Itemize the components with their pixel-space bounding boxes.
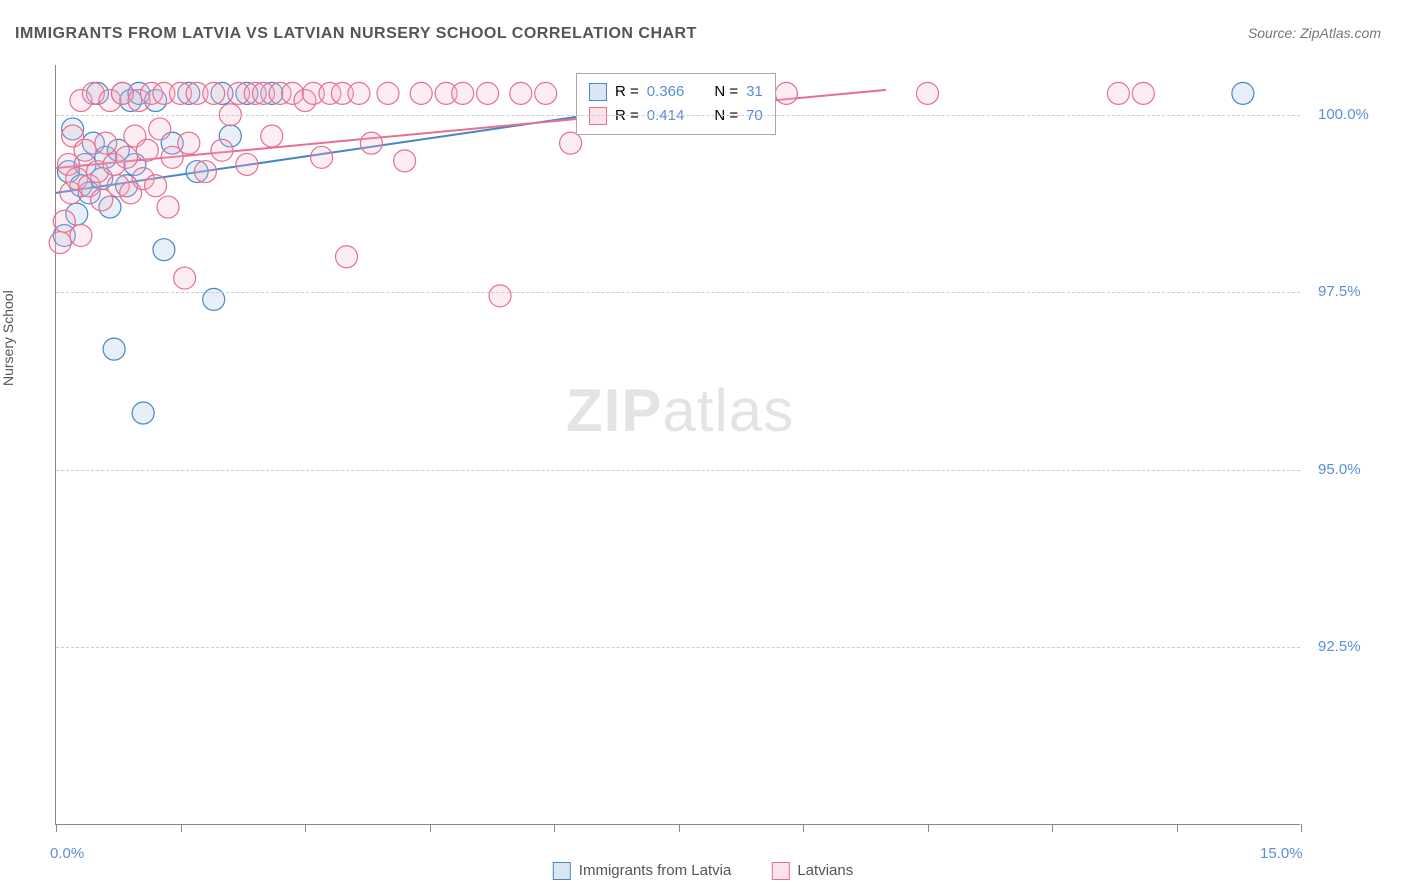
data-point xyxy=(394,150,416,172)
legend-swatch xyxy=(771,862,789,880)
legend-item: Immigrants from Latvia xyxy=(553,862,732,880)
data-point xyxy=(49,232,71,254)
x-tick xyxy=(803,824,804,832)
data-point xyxy=(560,132,582,154)
data-point xyxy=(103,338,125,360)
data-point xyxy=(157,196,179,218)
stat-n-label: N = xyxy=(714,80,738,104)
x-tick xyxy=(1301,824,1302,832)
data-point xyxy=(452,82,474,104)
y-tick-label: 97.5% xyxy=(1318,283,1361,300)
stat-n-value: 70 xyxy=(746,104,763,128)
data-point xyxy=(775,82,797,104)
data-point xyxy=(261,125,283,147)
data-point xyxy=(203,82,225,104)
grid-line xyxy=(56,292,1300,293)
x-tick xyxy=(1052,824,1053,832)
data-point xyxy=(145,175,167,197)
x-tick xyxy=(679,824,680,832)
stat-r-value: 0.414 xyxy=(647,104,685,128)
data-point xyxy=(336,246,358,268)
data-point xyxy=(74,139,96,161)
grid-line xyxy=(56,115,1300,116)
source-label: Source: ZipAtlas.com xyxy=(1248,25,1381,41)
y-axis-label: Nursery School xyxy=(0,290,16,386)
legend-swatch xyxy=(589,83,607,101)
data-point xyxy=(194,161,216,183)
data-point xyxy=(149,118,171,140)
legend-swatch xyxy=(553,862,571,880)
data-point xyxy=(377,82,399,104)
data-point xyxy=(311,146,333,168)
chart-title: IMMIGRANTS FROM LATVIA VS LATVIAN NURSER… xyxy=(15,25,697,43)
x-tick-label: 15.0% xyxy=(1260,845,1303,862)
data-point xyxy=(1107,82,1129,104)
data-point xyxy=(174,267,196,289)
legend-item: Latvians xyxy=(771,862,853,880)
stats-legend: R = 0.366 N = 31 R = 0.414 N = 70 xyxy=(576,73,776,135)
data-point xyxy=(477,82,499,104)
x-tick xyxy=(554,824,555,832)
grid-line xyxy=(56,470,1300,471)
data-point xyxy=(917,82,939,104)
data-point xyxy=(132,402,154,424)
data-point xyxy=(236,153,258,175)
data-point xyxy=(410,82,432,104)
data-point xyxy=(70,224,92,246)
stat-r-value: 0.366 xyxy=(647,80,685,104)
legend-label: Latvians xyxy=(797,862,853,879)
stats-row: R = 0.414 N = 70 xyxy=(589,104,763,128)
data-point xyxy=(510,82,532,104)
stats-row: R = 0.366 N = 31 xyxy=(589,80,763,104)
data-point xyxy=(136,139,158,161)
x-tick-label: 0.0% xyxy=(50,845,84,862)
grid-line xyxy=(56,647,1300,648)
plot-svg xyxy=(56,65,1300,824)
y-tick-label: 92.5% xyxy=(1318,638,1361,655)
x-tick xyxy=(56,824,57,832)
x-tick xyxy=(305,824,306,832)
stat-r-label: R = xyxy=(615,80,639,104)
stat-n-label: N = xyxy=(714,104,738,128)
data-point xyxy=(95,132,117,154)
bottom-legend: Immigrants from Latvia Latvians xyxy=(553,862,853,880)
legend-swatch xyxy=(589,107,607,125)
plot-area: ZIPatlas R = 0.366N = 31R = 0.414N = 70 xyxy=(55,65,1300,825)
stat-n-value: 31 xyxy=(746,80,763,104)
x-tick xyxy=(181,824,182,832)
data-point xyxy=(178,132,200,154)
data-point xyxy=(153,239,175,261)
stat-r-label: R = xyxy=(615,104,639,128)
data-point xyxy=(535,82,557,104)
x-tick xyxy=(928,824,929,832)
chart-container: IMMIGRANTS FROM LATVIA VS LATVIAN NURSER… xyxy=(10,10,1396,882)
data-point xyxy=(360,132,382,154)
x-tick xyxy=(1177,824,1178,832)
x-tick xyxy=(430,824,431,832)
y-tick-label: 95.0% xyxy=(1318,461,1361,478)
data-point xyxy=(116,146,138,168)
y-tick-label: 100.0% xyxy=(1318,106,1369,123)
data-point xyxy=(489,285,511,307)
data-point xyxy=(211,139,233,161)
data-point xyxy=(1232,82,1254,104)
legend-label: Immigrants from Latvia xyxy=(579,862,732,879)
data-point xyxy=(348,82,370,104)
data-point xyxy=(1132,82,1154,104)
